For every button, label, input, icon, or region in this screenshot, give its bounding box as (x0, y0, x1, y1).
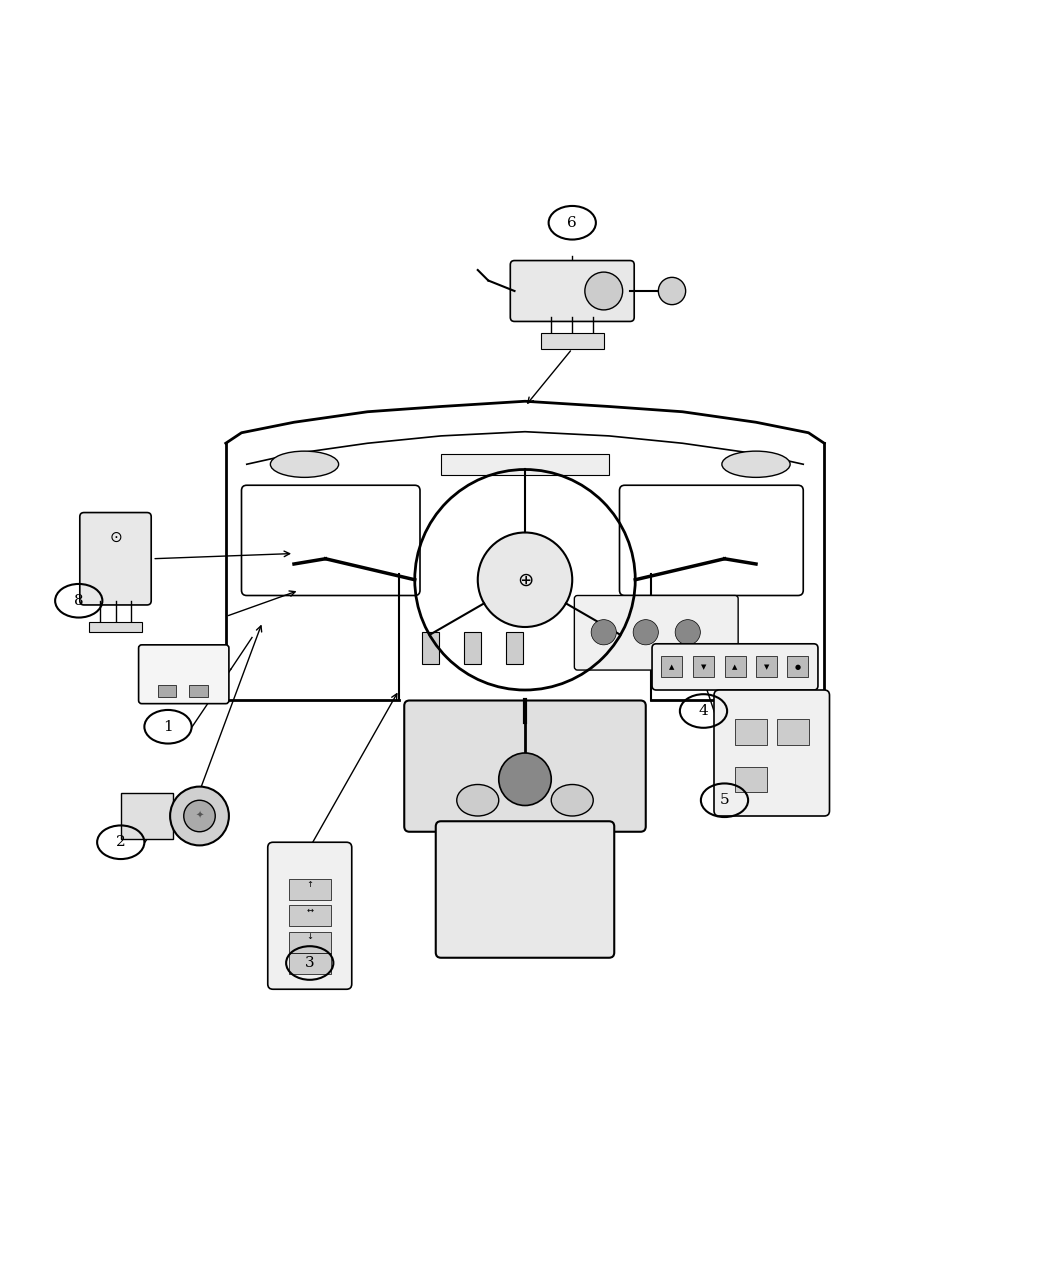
Bar (289, 932, 331, 952)
FancyBboxPatch shape (510, 260, 634, 321)
Text: ▲: ▲ (732, 664, 738, 669)
FancyBboxPatch shape (268, 843, 352, 989)
FancyBboxPatch shape (574, 595, 738, 671)
Ellipse shape (722, 451, 790, 477)
Bar (693, 657, 714, 677)
Bar (756, 657, 777, 677)
Text: 6: 6 (567, 215, 578, 230)
FancyBboxPatch shape (436, 821, 614, 958)
Text: ▲: ▲ (669, 664, 675, 669)
Bar (121, 793, 173, 839)
Circle shape (170, 787, 229, 845)
Circle shape (633, 620, 658, 645)
Bar (464, 632, 481, 664)
Text: 5: 5 (719, 793, 730, 807)
FancyBboxPatch shape (404, 700, 646, 831)
Bar (422, 632, 439, 664)
Bar (541, 333, 604, 349)
Circle shape (184, 801, 215, 831)
Bar (662, 657, 682, 677)
Text: ▼: ▼ (763, 664, 770, 669)
Ellipse shape (457, 784, 499, 816)
Circle shape (585, 272, 623, 310)
FancyBboxPatch shape (80, 513, 151, 604)
Bar (777, 719, 808, 745)
Bar (506, 632, 523, 664)
Text: 1: 1 (163, 720, 173, 733)
Ellipse shape (271, 451, 338, 477)
FancyBboxPatch shape (714, 690, 830, 816)
Ellipse shape (551, 784, 593, 816)
Bar (788, 657, 808, 677)
Bar (158, 685, 176, 697)
Bar (441, 454, 609, 474)
Bar (289, 905, 331, 926)
Bar (724, 657, 746, 677)
Bar (189, 685, 208, 697)
Text: 2: 2 (116, 835, 126, 849)
Bar (735, 719, 766, 745)
Text: ▼: ▼ (700, 664, 707, 669)
Text: 3: 3 (304, 956, 315, 970)
Text: 8: 8 (74, 594, 84, 608)
Text: ↑: ↑ (307, 880, 313, 889)
Bar (735, 766, 766, 792)
Text: ⊙: ⊙ (109, 530, 122, 546)
FancyBboxPatch shape (139, 645, 229, 704)
Circle shape (499, 754, 551, 806)
Text: ⊕: ⊕ (517, 570, 533, 589)
Circle shape (675, 620, 700, 645)
Text: ·: · (309, 954, 311, 963)
Circle shape (591, 620, 616, 645)
Text: ↔: ↔ (307, 907, 313, 915)
Bar (289, 952, 331, 974)
Bar (289, 878, 331, 900)
FancyBboxPatch shape (652, 644, 818, 690)
Bar (89, 622, 142, 632)
Circle shape (478, 533, 572, 627)
Circle shape (658, 278, 686, 305)
Text: ✦: ✦ (195, 811, 204, 821)
Text: ↓: ↓ (307, 932, 313, 941)
Text: ●: ● (795, 664, 801, 669)
Text: 4: 4 (698, 704, 709, 718)
